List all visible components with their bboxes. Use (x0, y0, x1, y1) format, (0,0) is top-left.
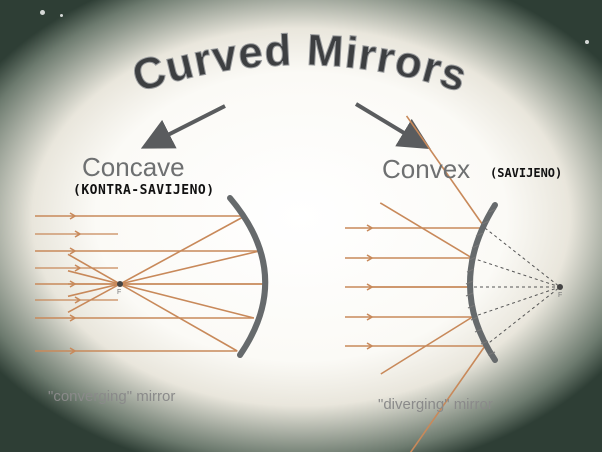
background-speck (40, 10, 45, 15)
background-speck (585, 40, 589, 44)
virtual-ray (484, 227, 561, 288)
concave-caption: "converging" mirror (48, 388, 176, 405)
convex-subtitle: (SAVIJENO) (490, 166, 563, 180)
light-ray (67, 270, 255, 319)
virtual-ray (484, 286, 561, 347)
light-ray (67, 250, 260, 298)
concave-focal-label: F (117, 289, 122, 296)
concave-pointer-arrow (140, 104, 226, 149)
concave-focal-point (117, 281, 123, 287)
convex-mirror-hatching (465, 208, 497, 356)
convex-label: Convex (382, 154, 471, 184)
ray-arrowhead (74, 230, 82, 238)
light-ray (379, 202, 473, 259)
ray-arrowhead (69, 314, 77, 322)
convex-pointer-arrow (354, 102, 431, 150)
ray-arrowhead (366, 313, 374, 321)
convex-caption: "diverging" mirror (378, 396, 493, 413)
light-ray (409, 345, 486, 452)
ray-arrowhead (74, 264, 82, 272)
convex-focal-label: F (558, 292, 563, 299)
light-ray (405, 115, 486, 229)
virtual-ray (471, 257, 561, 288)
background-speck (60, 14, 63, 17)
ray-arrowhead (69, 212, 77, 220)
convex-focal-point (557, 284, 563, 290)
convex-ray-group (345, 115, 561, 452)
ray-arrowhead (69, 347, 77, 355)
light-ray (67, 215, 246, 314)
ray-arrowhead (74, 296, 82, 304)
concave-ray-group (35, 212, 263, 355)
ray-arrowhead (366, 342, 374, 350)
concave-mirror (227, 195, 269, 358)
ray-arrowhead (69, 247, 77, 255)
ray-arrowhead (366, 224, 374, 232)
virtual-ray (472, 286, 561, 318)
concave-label: Concave (82, 152, 185, 182)
concave-subtitle: (KONTRA-SAVIJENO) (73, 183, 215, 198)
ray-arrowhead (366, 254, 374, 262)
light-ray (67, 253, 238, 352)
